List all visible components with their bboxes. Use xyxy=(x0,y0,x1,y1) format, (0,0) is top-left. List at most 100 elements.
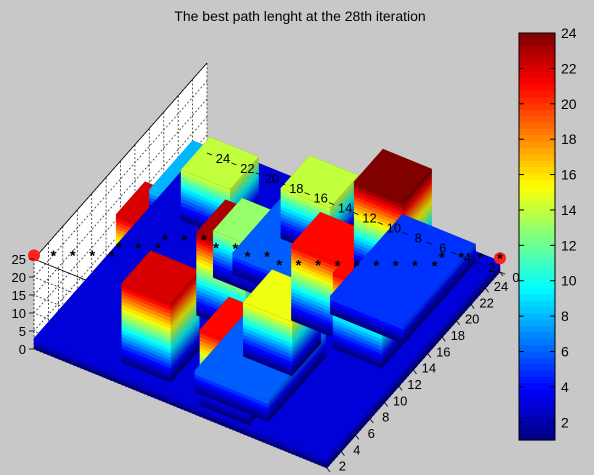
colorbar-segment xyxy=(519,45,555,53)
colorbar-segment xyxy=(519,414,555,422)
colorbar-segment xyxy=(519,300,555,308)
z-tick-label: 15 xyxy=(12,288,26,303)
colorbar-segment xyxy=(519,281,555,288)
colorbar-tick-label: 14 xyxy=(561,202,577,218)
colorbar-tick-label: 18 xyxy=(561,131,577,147)
x-tick-label: 16 xyxy=(436,344,450,359)
y-tick-label: 2 xyxy=(488,260,495,275)
path-start-marker xyxy=(28,249,40,262)
colorbar-segment xyxy=(519,261,555,269)
y-tick-label: 20 xyxy=(265,171,279,186)
colorbar-segment xyxy=(519,344,555,352)
path-point: * xyxy=(432,258,438,275)
path-point: * xyxy=(296,257,302,274)
path-point: * xyxy=(135,240,141,257)
colorbar-tick-label: 4 xyxy=(561,379,569,395)
y-tick-label: 12 xyxy=(362,211,376,226)
colorbar-segment xyxy=(519,389,555,397)
x-tick-label: 22 xyxy=(479,295,493,310)
colorbar-segment xyxy=(519,77,555,85)
path-point: * xyxy=(162,232,168,249)
x-tick-label: 24 xyxy=(494,279,508,294)
chart-title: The best path lenght at the 28th iterati… xyxy=(174,8,425,24)
z-tick-label: 20 xyxy=(12,270,26,285)
colorbar-segment xyxy=(519,230,555,238)
path-point: * xyxy=(201,232,207,249)
colorbar-segment xyxy=(519,401,555,409)
colorbar-segment xyxy=(519,236,555,244)
path-point: * xyxy=(264,249,270,266)
colorbar-segment xyxy=(519,128,555,136)
colorbar-segment xyxy=(519,217,555,225)
z-tick-label: 0 xyxy=(19,342,26,357)
colorbar-frame xyxy=(518,32,556,441)
colorbar-segment xyxy=(519,382,555,390)
colorbar-segment xyxy=(519,363,555,371)
x-tick-label: 12 xyxy=(407,377,421,392)
colorbar-segment xyxy=(519,376,555,384)
colorbar-segment xyxy=(519,211,555,219)
colorbar-segment xyxy=(519,172,555,180)
colorbar-tick-label: 16 xyxy=(561,167,577,183)
path-point: * xyxy=(213,240,219,257)
colorbar-segment xyxy=(519,420,555,428)
plot-area xyxy=(33,136,501,469)
x-tick-label: 4 xyxy=(353,442,360,457)
x-tick-label: 8 xyxy=(382,410,389,425)
path-point: * xyxy=(50,248,56,265)
path-point: * xyxy=(89,248,95,265)
colorbar-segment xyxy=(519,166,555,174)
path-point: * xyxy=(373,258,379,275)
colorbar-segment xyxy=(519,249,555,257)
terrain-block xyxy=(329,214,477,345)
path-point: * xyxy=(354,257,360,274)
colorbar-segment xyxy=(519,319,555,327)
path-point: * xyxy=(458,250,464,267)
colorbar-segment xyxy=(519,122,555,129)
x-tick-label: 14 xyxy=(422,361,436,376)
path-point: * xyxy=(478,250,484,267)
colorbar-segment xyxy=(519,306,555,314)
colorbar-segment xyxy=(519,268,555,276)
colorbar-segment xyxy=(519,134,555,142)
z-tick-label: 25 xyxy=(12,252,26,267)
colorbar-segment xyxy=(519,331,555,339)
path-point: * xyxy=(315,257,321,274)
colorbar-segment xyxy=(519,274,555,282)
colorbar-tick-label: 24 xyxy=(561,25,577,41)
colorbar-segment xyxy=(519,427,555,435)
path-point: * xyxy=(335,257,341,274)
colorbar-segment xyxy=(519,33,555,40)
colorbar-tick-label: 8 xyxy=(561,308,569,324)
colorbar-segment xyxy=(519,204,555,212)
colorbar-segment xyxy=(519,153,555,161)
colorbar-segment xyxy=(519,179,555,187)
y-tick-label: 18 xyxy=(289,181,303,196)
colorbar-segment xyxy=(519,64,555,72)
path-point: * xyxy=(245,249,251,266)
tower-bar xyxy=(121,250,200,383)
path-end-marker xyxy=(494,252,506,265)
colorbar-segment xyxy=(519,185,555,193)
path-point: * xyxy=(412,258,418,275)
path-point: * xyxy=(393,258,399,275)
colorbar-segment xyxy=(519,109,555,117)
path-point: * xyxy=(181,232,187,249)
colorbar-segment xyxy=(519,191,555,199)
colorbar-segment xyxy=(519,408,555,416)
colorbar-segment xyxy=(519,90,555,98)
colorbar-tick-label: 6 xyxy=(561,344,569,360)
best-path: * * * * * * * * * * * * * * * * * * * * * * * * * * * xyxy=(28,232,506,275)
axes-ticks: 0246810121416182022240246810121416182022… xyxy=(12,151,520,474)
colorbar-tick-label: 20 xyxy=(561,96,577,112)
y-tick-label: 14 xyxy=(338,201,352,216)
path-point: * xyxy=(155,240,161,257)
y-tick-label: 4 xyxy=(464,250,471,265)
colorbar-tick-label: 12 xyxy=(561,237,577,253)
x-tick-label: 18 xyxy=(451,328,465,343)
x-tick-label: 20 xyxy=(465,312,479,327)
z-tick-label: 5 xyxy=(19,324,26,339)
path-point: * xyxy=(497,250,503,267)
